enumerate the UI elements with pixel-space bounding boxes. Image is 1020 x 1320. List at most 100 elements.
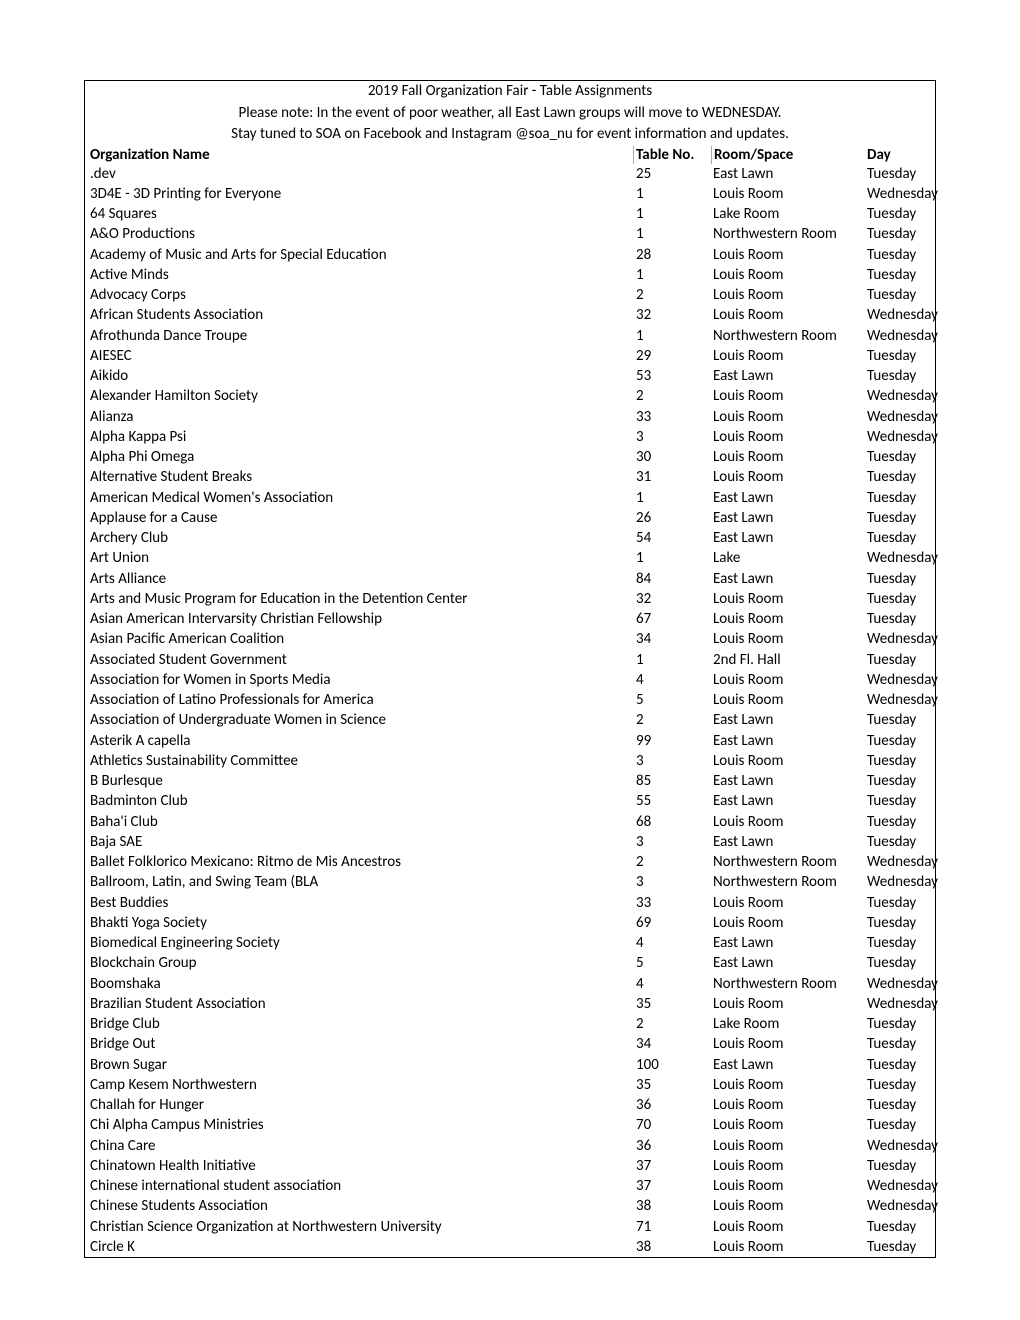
cell-org: Brown Sugar [85,1055,633,1075]
cell-org: Ballet Folklorico Mexicano: Ritmo de Mis… [85,852,633,872]
header-org: Organization Name [85,146,633,164]
cell-day: Tuesday [865,265,935,285]
table-row: Arts and Music Program for Education in … [85,589,935,609]
cell-day: Tuesday [865,893,935,913]
cell-room: Louis Room [711,407,865,427]
cell-org: 64 Squares [85,204,633,224]
cell-table-no: 38 [633,1237,711,1257]
cell-org: Asian American Intervarsity Christian Fe… [85,609,633,629]
cell-room: Lake Room [711,1014,865,1034]
cell-org: Alpha Phi Omega [85,447,633,467]
table-row: Academy of Music and Arts for Special Ed… [85,245,935,265]
cell-org: China Care [85,1136,633,1156]
cell-org: Association of Undergraduate Women in Sc… [85,710,633,730]
cell-room: Louis Room [711,812,865,832]
cell-org: Chinatown Health Initiative [85,1156,633,1176]
table-row: Archery Club54East LawnTuesday [85,528,935,548]
cell-room: Louis Room [711,1136,865,1156]
cell-room: Louis Room [711,994,865,1014]
table-row: Brown Sugar100East LawnTuesday [85,1055,935,1075]
rows-container: .dev25East LawnTuesday3D4E - 3D Printing… [85,164,935,1258]
cell-day: Wednesday [865,548,940,568]
cell-org: 3D4E - 3D Printing for Everyone [85,184,633,204]
cell-room: Louis Room [711,1156,865,1176]
cell-org: Academy of Music and Arts for Special Ed… [85,245,633,265]
cell-org: B Burlesque [85,771,633,791]
cell-room: East Lawn [711,731,865,751]
table-row: Camp Kesem Northwestern35Louis RoomTuesd… [85,1075,935,1095]
column-headers: Organization Name Table No. Room/Space D… [85,146,935,164]
cell-org: Christian Science Organization at Northw… [85,1217,633,1237]
cell-table-no: 71 [633,1217,711,1237]
cell-table-no: 85 [633,771,711,791]
cell-day: Tuesday [865,812,935,832]
cell-day: Tuesday [865,791,935,811]
table-row: Bridge Out34Louis RoomTuesday [85,1034,935,1054]
cell-day: Tuesday [865,1237,935,1257]
table-row: Active Minds1Louis RoomTuesday [85,265,935,285]
cell-table-no: 1 [633,224,711,244]
cell-room: Louis Room [711,1075,865,1095]
cell-table-no: 2 [633,285,711,305]
cell-room: Lake [711,548,865,568]
table-row: Arts Alliance84East LawnTuesday [85,569,935,589]
table-row: Association of Latino Professionals for … [85,690,935,710]
table-row: African Students Association32Louis Room… [85,305,935,325]
cell-room: 2nd Fl. Hall [711,650,865,670]
cell-room: East Lawn [711,488,865,508]
table-row: AIESEC29Louis RoomTuesday [85,346,935,366]
cell-table-no: 37 [633,1176,711,1196]
cell-room: East Lawn [711,933,865,953]
cell-org: Applause for a Cause [85,508,633,528]
table-row: Bhakti Yoga Society69Louis RoomTuesday [85,913,935,933]
cell-day: Tuesday [865,771,935,791]
cell-room: Northwestern Room [711,326,865,346]
cell-room: Louis Room [711,913,865,933]
cell-day: Wednesday [865,1136,940,1156]
table-row: Baja SAE3East LawnTuesday [85,832,935,852]
table-row: Athletics Sustainability Committee3Louis… [85,751,935,771]
cell-table-no: 36 [633,1136,711,1156]
table-row: Applause for a Cause26East LawnTuesday [85,508,935,528]
cell-table-no: 33 [633,893,711,913]
cell-day: Wednesday [865,407,940,427]
cell-day: Tuesday [865,1034,935,1054]
cell-room: East Lawn [711,164,865,184]
cell-day: Tuesday [865,832,935,852]
cell-room: Louis Room [711,1237,865,1257]
table-row: Afrothunda Dance Troupe1Northwestern Roo… [85,326,935,346]
cell-room: East Lawn [711,791,865,811]
table-row: Chinese international student associatio… [85,1176,935,1196]
table-row: Art Union1LakeWednesday [85,548,935,568]
social-note-row: Stay tuned to SOA on Facebook and Instag… [85,124,935,146]
cell-room: Louis Room [711,386,865,406]
cell-room: Louis Room [711,1115,865,1135]
cell-table-no: 55 [633,791,711,811]
cell-table-no: 37 [633,1156,711,1176]
cell-org: Alexander Hamilton Society [85,386,633,406]
table-row: B Burlesque85East LawnTuesday [85,771,935,791]
table-row: American Medical Women's Association1Eas… [85,488,935,508]
table-row: Blockchain Group5East LawnTuesday [85,953,935,973]
cell-day: Tuesday [865,366,935,386]
cell-org: Alpha Kappa Psi [85,427,633,447]
cell-day: Tuesday [865,933,935,953]
cell-room: Northwestern Room [711,224,865,244]
table-row: Alianza33Louis RoomWednesday [85,407,935,427]
cell-table-no: 36 [633,1095,711,1115]
cell-day: Wednesday [865,974,940,994]
cell-room: Louis Room [711,751,865,771]
cell-org: Bridge Out [85,1034,633,1054]
cell-table-no: 3 [633,751,711,771]
table-row: Asian American Intervarsity Christian Fe… [85,609,935,629]
cell-day: Tuesday [865,913,935,933]
table-row: Christian Science Organization at Northw… [85,1217,935,1237]
table-row: China Care36Louis RoomWednesday [85,1136,935,1156]
cell-table-no: 30 [633,447,711,467]
cell-org: AIESEC [85,346,633,366]
cell-org: Advocacy Corps [85,285,633,305]
cell-day: Wednesday [865,326,940,346]
cell-day: Wednesday [865,690,940,710]
cell-org: Aikido [85,366,633,386]
cell-room: Louis Room [711,690,865,710]
